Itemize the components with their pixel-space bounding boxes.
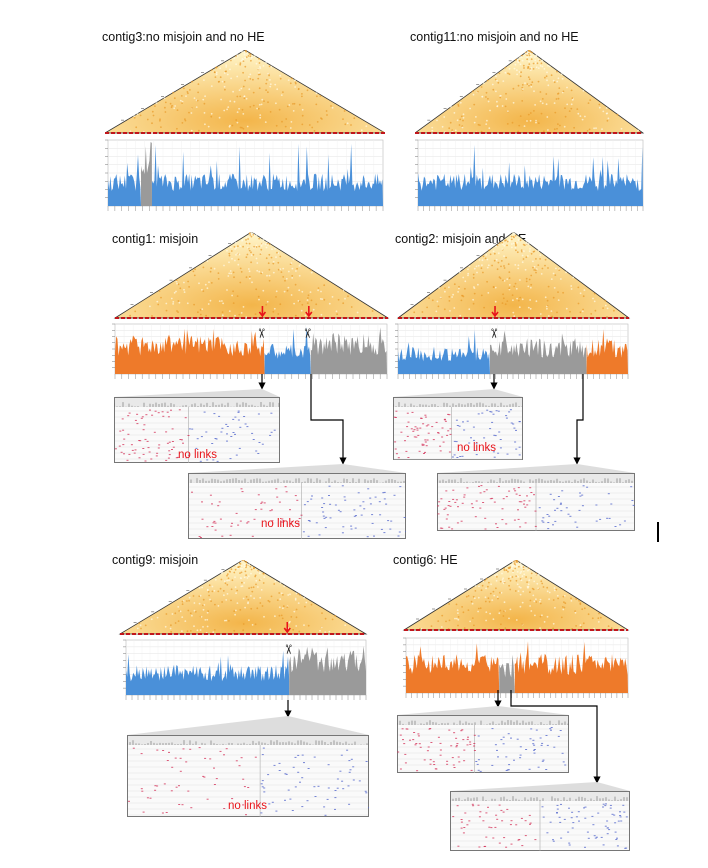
panel-title-contig2: contig2: misjoin and HE [395, 232, 527, 246]
text-cursor-icon [657, 522, 659, 542]
coverage-blue-segment [152, 143, 383, 206]
coverage-orange-segment [115, 328, 265, 374]
contig1-zoom-right [188, 473, 406, 539]
zoom-connector-arrow [510, 690, 601, 784]
contig9-panel: ✂ [118, 560, 368, 708]
panel-title-contig1: contig1: misjoin [112, 232, 199, 246]
scissors-icon: ✂ [253, 328, 268, 339]
coverage-gray-segment [289, 646, 366, 695]
contig6-panel [400, 560, 630, 700]
coverage-gray-segment [490, 330, 587, 374]
no-links-label-contig2: no links [457, 442, 496, 454]
contig9-zoom [127, 735, 369, 817]
coverage-gray-segment [310, 327, 387, 374]
panel-title-contig6: contig6: HE [393, 553, 458, 567]
coverage-gray-segment [141, 142, 152, 206]
coverage-blue-segment [398, 329, 490, 374]
no-links-label-contig1-a: no links [178, 449, 217, 461]
coverage-orange-segment [406, 643, 500, 693]
scissors-icon: ✂ [486, 328, 501, 339]
contig3-panel [105, 50, 385, 220]
misjoin-arrow-icon [491, 306, 499, 318]
zoom-connector-arrow [310, 374, 347, 465]
no-links-label-contig1-b: no links [261, 518, 300, 530]
contig6-zoom-right [450, 791, 630, 851]
zoom-connector-arrow [573, 374, 584, 465]
no-links-label-contig9: no links [228, 800, 267, 812]
misjoin-arrow-icon [283, 622, 291, 634]
misjoin-arrow-icon [258, 306, 267, 318]
contig2-panel: ✂ [395, 232, 631, 387]
coverage-blue-segment [418, 144, 643, 206]
contig1-zoom-left [114, 397, 280, 463]
coverage-blue-segment [108, 154, 141, 206]
coverage-blue-segment [264, 326, 311, 374]
coverage-orange-segment [586, 329, 628, 374]
misjoin-arrow-icon [305, 306, 313, 318]
contig11-panel [415, 50, 645, 220]
contig1-panel: ✂ ✂ [112, 232, 394, 387]
contig2-zoom-left [393, 397, 523, 460]
scissors-icon: ✂ [280, 644, 295, 655]
contig2-zoom-right [437, 473, 635, 531]
scissors-icon: ✂ [299, 328, 314, 339]
panel-title-contig3: contig3:no misjoin and no HE [102, 30, 265, 44]
contig6-zoom-left [397, 715, 569, 773]
hic-heatmap-triangle [113, 232, 390, 319]
panel-title-contig9: contig9: misjoin [112, 553, 199, 567]
coverage-gray-segment [499, 654, 515, 693]
panel-title-contig11: contig11:no misjoin and no HE [410, 30, 579, 44]
coverage-blue-segment [126, 650, 290, 695]
coverage-orange-segment [514, 641, 628, 693]
